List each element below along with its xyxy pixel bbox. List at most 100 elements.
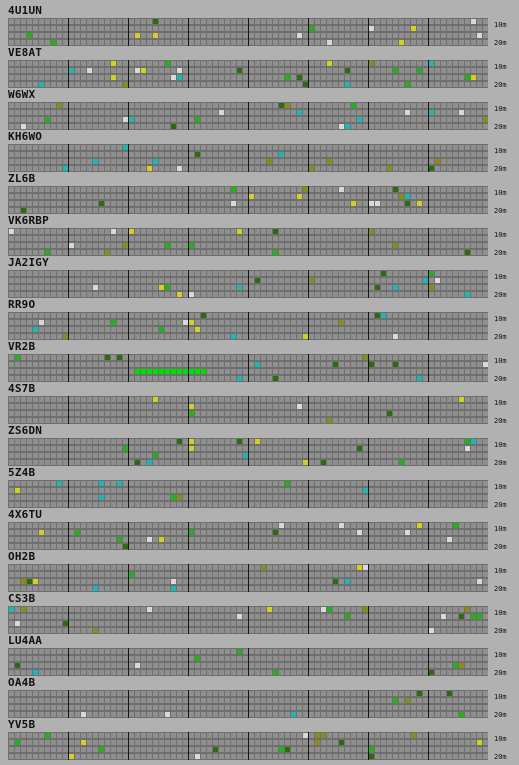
grid-cell [423,82,428,87]
grid-cell [453,194,458,199]
grid-cell [261,565,266,570]
grid-cell [231,579,236,584]
grid-cell [261,404,266,409]
grid-cell [171,33,176,38]
grid-cell [399,544,404,549]
grid-cell [483,117,488,122]
grid-cell [225,152,230,157]
grid-cell [189,152,194,157]
grid-cell [465,61,470,66]
grid-cell [51,236,56,241]
grid-cell [177,614,182,619]
grid-cell [63,61,68,66]
grid-cell [327,82,332,87]
grid-cell [39,26,44,31]
grid-cell [195,285,200,290]
grid-cell [309,103,314,108]
grid-cell [15,159,20,164]
grid-cell [105,75,110,80]
grid-cell [135,607,140,612]
grid-cell [219,110,224,115]
grid-cell [15,649,20,654]
grid-cell [255,614,260,619]
grid-cell [285,61,290,66]
grid-cell [333,607,338,612]
grid-cell [213,19,218,24]
grid-cell [459,19,464,24]
grid-cell [375,320,380,325]
grid-cell [231,250,236,255]
grid-cell [183,194,188,199]
grid-cell [399,579,404,584]
grid-cell [483,502,488,507]
grid-cell [357,481,362,486]
grid-cell [291,243,296,248]
grid-cell [81,334,86,339]
grid-cell [93,75,98,80]
grid-cell [69,460,74,465]
grid-cell [471,103,476,108]
grid-cell [129,572,134,577]
grid-cell [105,334,110,339]
grid-cell [459,362,464,367]
grid-cell [225,614,230,619]
grid-cell [177,187,182,192]
grid-cell [405,628,410,633]
grid-cell [447,145,452,150]
grid-cell [249,404,254,409]
grid-cell [51,502,56,507]
grid-cell [201,411,206,416]
grid-cell [129,103,134,108]
grid-cell [465,481,470,486]
grid-cell [27,166,32,171]
grid-cell [303,334,308,339]
grid-cell [123,544,128,549]
grid-cell [153,565,158,570]
grid-cell [471,201,476,206]
grid-cell [51,614,56,619]
grid-cell [291,194,296,199]
grid-cell [477,110,482,115]
grid-cell [405,187,410,192]
grid-cell [171,607,176,612]
grid-cell [471,355,476,360]
grid-cell [231,334,236,339]
grid-cell [417,124,422,129]
grid-cell [441,586,446,591]
grid-cell [357,411,362,416]
grid-cell [93,61,98,66]
grid-cell [273,411,278,416]
grid-cell [135,327,140,332]
grid-cell [321,194,326,199]
grid-cell [207,488,212,493]
grid-cell [441,369,446,374]
grid-cell [225,628,230,633]
grid-cell [171,145,176,150]
grid-cell [357,229,362,234]
grid-cell [99,19,104,24]
grid-cell [477,250,482,255]
grid-cell [177,544,182,549]
grid-cell [99,194,104,199]
grid-cell [9,285,14,290]
grid-cell [105,145,110,150]
grid-cell [339,446,344,451]
grid-cell [327,614,332,619]
grid-cell [129,362,134,367]
grid-cell [357,446,362,451]
grid-cell [123,152,128,157]
grid-cell [45,33,50,38]
grid-cell [219,26,224,31]
hour-separator [68,144,69,172]
grid-cell [273,82,278,87]
grid-cell [471,152,476,157]
grid-cell [261,159,266,164]
grid-cell [123,397,128,402]
grid-cell [285,19,290,24]
grid-cell [369,278,374,283]
grid-cell [477,586,482,591]
grid-cell [261,19,266,24]
grid-cell [75,271,80,276]
grid-cell [477,117,482,122]
grid-cell [57,19,62,24]
